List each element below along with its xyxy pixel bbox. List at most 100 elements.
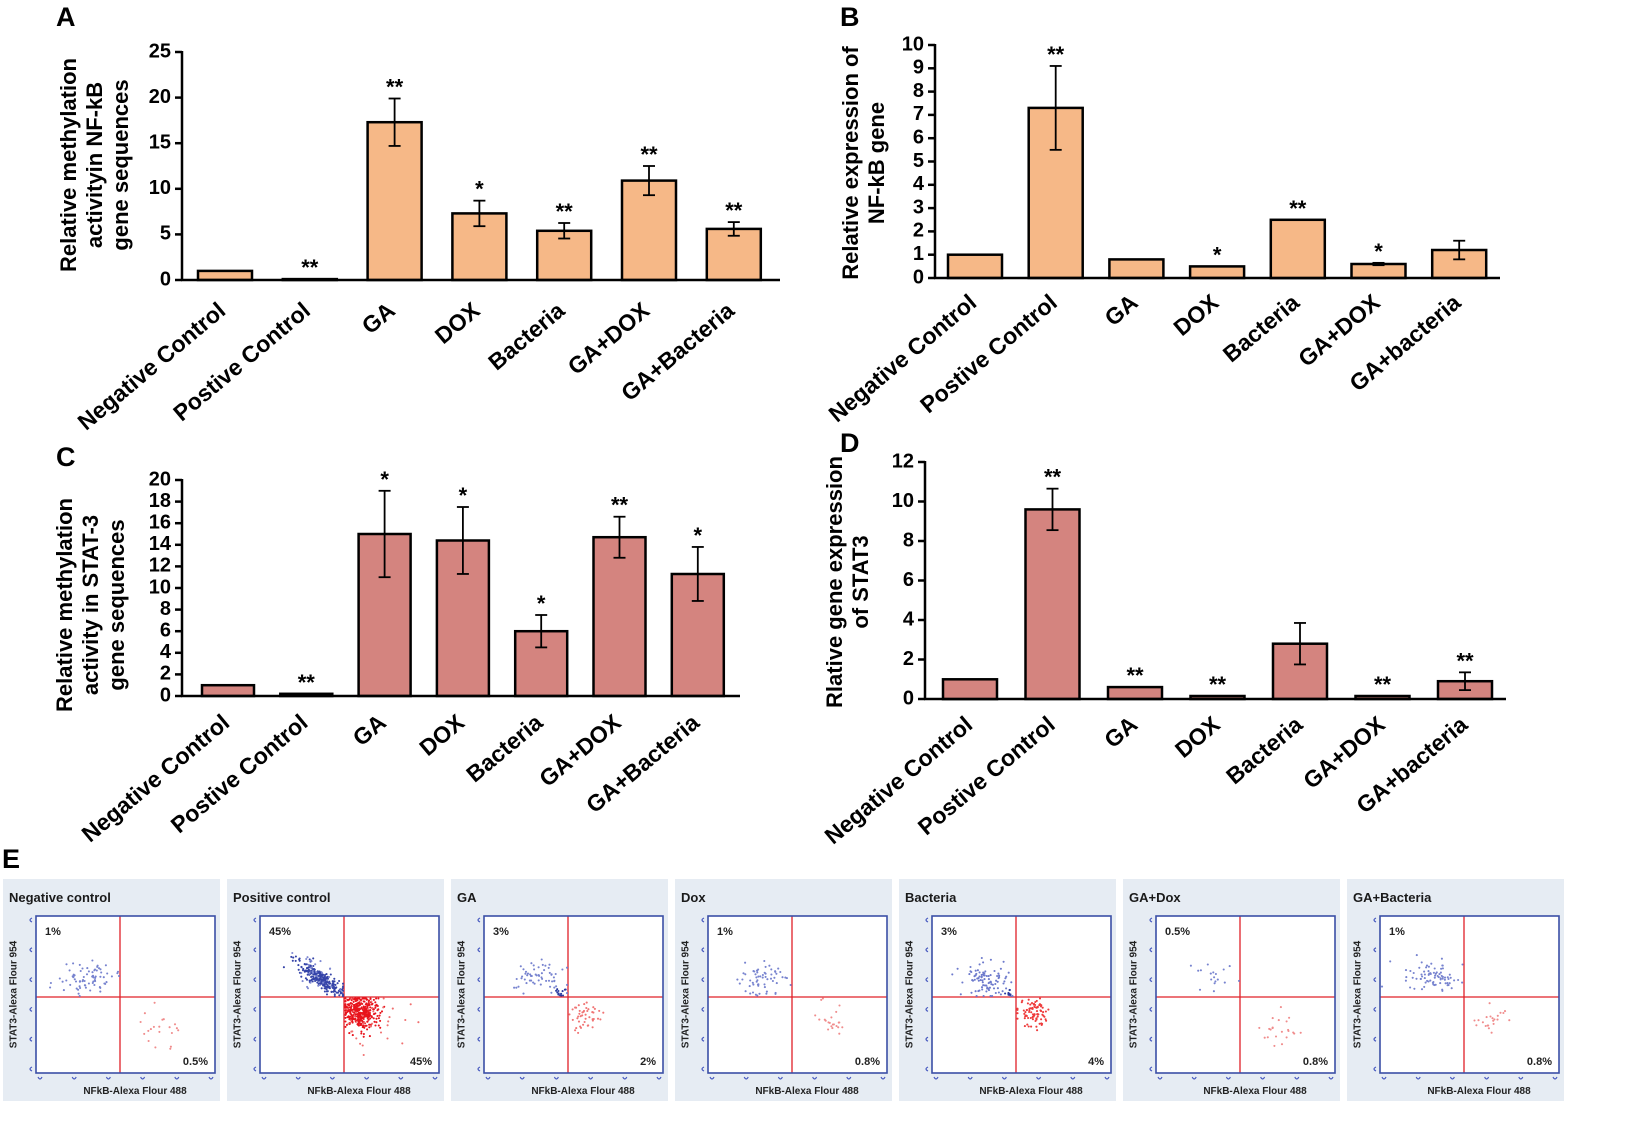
flow-panel: Dox 1% 0.8% NFkB-Alexa Flour 488 STAT3-Alexa… [675, 879, 892, 1101]
flow-y-axis-label: STAT3-Alexa Flour 954 [457, 940, 468, 1048]
nfkb-event-dot [386, 1024, 389, 1027]
stat3-event-dot [96, 965, 99, 968]
y-axis-tick [925, 1036, 929, 1042]
y-tick-label: 8 [903, 529, 914, 551]
nfkb-event-dot [577, 1020, 581, 1023]
nfkb-event-dot [365, 997, 368, 1000]
nfkb-event-dot [365, 1024, 368, 1027]
nfkb-event-dot [361, 1008, 364, 1011]
stat3-event-dot [756, 979, 759, 982]
nfkb-event-dot [602, 1011, 605, 1014]
stat3-event-dot [761, 976, 764, 979]
stat3-event-dot [1447, 984, 1450, 987]
stat3-event-dot [980, 986, 984, 989]
x-axis-tick [1518, 1076, 1524, 1080]
y-axis-tick [29, 1006, 33, 1012]
nfkb-event-dot [1029, 1003, 1032, 1006]
flow-plot-frame [483, 915, 664, 1074]
stat3-event-dot [68, 969, 71, 972]
stat3-event-dot [311, 978, 314, 981]
stat3-event-dot [1011, 994, 1014, 998]
nfkb-event-dot [1299, 1031, 1302, 1034]
stat3-event-dot [311, 975, 314, 978]
x-axis-tick [588, 1076, 594, 1080]
stat3-event-dot [981, 988, 984, 991]
nfkb-event-dot [169, 1045, 172, 1048]
error-bar [1453, 239, 1466, 261]
stat3-event-dot [741, 978, 744, 981]
x-axis-tick [432, 1076, 438, 1080]
stat3-event-dot [1198, 988, 1202, 991]
flow-panel: Bacteria 3% 4% NFkB-Alexa Flour 488 STAT3-Al… [899, 879, 1116, 1101]
stat3-event-dot [330, 990, 333, 993]
stat3-event-dot [751, 991, 755, 994]
nfkb-event-dot [354, 1008, 357, 1011]
y-axis-tick [1373, 1006, 1377, 1012]
stat3-event-dot [1447, 977, 1450, 981]
stat3-event-dot [556, 988, 559, 991]
nfkb-event-dot [1038, 997, 1042, 1000]
stat3-event-dot [561, 968, 564, 971]
nfkb-event-dot [359, 1018, 362, 1021]
y-tick-label: 6 [913, 126, 924, 148]
nfkb-event-dot [357, 1009, 360, 1012]
stat3-event-dot [282, 966, 285, 969]
nfkb-event-dot [577, 1031, 580, 1034]
stat3-event-dot [1004, 977, 1007, 980]
upper-left-quadrant-percent: 3% [493, 926, 509, 938]
nfkb-event-dot [1047, 1008, 1050, 1011]
stat3-event-dot [526, 974, 529, 977]
nfkb-event-dot [1273, 1044, 1276, 1047]
stat3-event-dot [521, 975, 524, 978]
lower-right-quadrant-percent: 4% [1088, 1056, 1104, 1068]
nfkb-event-dot [362, 1035, 365, 1038]
stat3-event-dot [317, 971, 320, 974]
stat3-event-dot [540, 958, 543, 961]
stat3-event-dot [339, 989, 342, 992]
nfkb-event-dot [1032, 1003, 1035, 1006]
nfkb-event-dot [1036, 1029, 1039, 1032]
nfkb-event-dot [357, 1007, 360, 1010]
significance-marker: ** [640, 142, 658, 167]
stat3-event-dot [988, 986, 991, 989]
stat3-event-dot [987, 982, 990, 985]
stat3-event-dot [1404, 979, 1407, 982]
y-tick-label: 16 [149, 511, 171, 533]
stat3-event-dot [1433, 967, 1436, 970]
stat3-event-dot [523, 978, 526, 981]
nfkb-event-dot [368, 1023, 371, 1026]
nfkb-event-dot [1036, 1006, 1039, 1009]
nfkb-event-dot [584, 1013, 587, 1016]
stat3-event-dot [309, 981, 312, 984]
nfkb-event-dot [344, 1009, 347, 1012]
nfkb-event-dot [1042, 1011, 1045, 1014]
nfkb-event-dot [1035, 1025, 1038, 1028]
error-bar [727, 221, 740, 237]
nfkb-event-dot [586, 1009, 589, 1013]
nfkb-event-dot [377, 997, 380, 1000]
stat3-event-dot [998, 976, 1001, 979]
nfkb-event-dot [350, 997, 353, 1000]
stat3-event-dot [99, 986, 102, 989]
stat3-event-dot [298, 958, 301, 961]
stat3-event-dot [528, 979, 531, 982]
stat3-event-dot [561, 990, 564, 993]
nfkb-event-dot [139, 1020, 142, 1024]
stat3-event-dot [86, 967, 89, 970]
stat3-event-dot [556, 991, 559, 994]
stat3-event-dot [555, 985, 558, 988]
nfkb-event-dot [360, 1032, 363, 1035]
stat3-event-dot [1450, 987, 1453, 990]
nfkb-event-dot [1492, 1022, 1495, 1025]
nfkb-event-dot [1031, 1018, 1034, 1021]
stat3-event-dot [976, 969, 979, 972]
stat3-event-dot [81, 978, 85, 982]
nfkb-event-dot [362, 1006, 365, 1009]
nfkb-event-dot [582, 1009, 586, 1012]
stat3-event-dot [764, 975, 767, 978]
nfkb-event-dot [578, 1009, 581, 1012]
flow-panel: GA+Dox 0.5% 0.8% NFkB-Alexa Flour 488 STAT3-… [1123, 879, 1340, 1101]
stat3-event-dot [1419, 977, 1422, 980]
nfkb-event-dot [346, 1008, 349, 1011]
y-axis-tick [1149, 977, 1153, 983]
